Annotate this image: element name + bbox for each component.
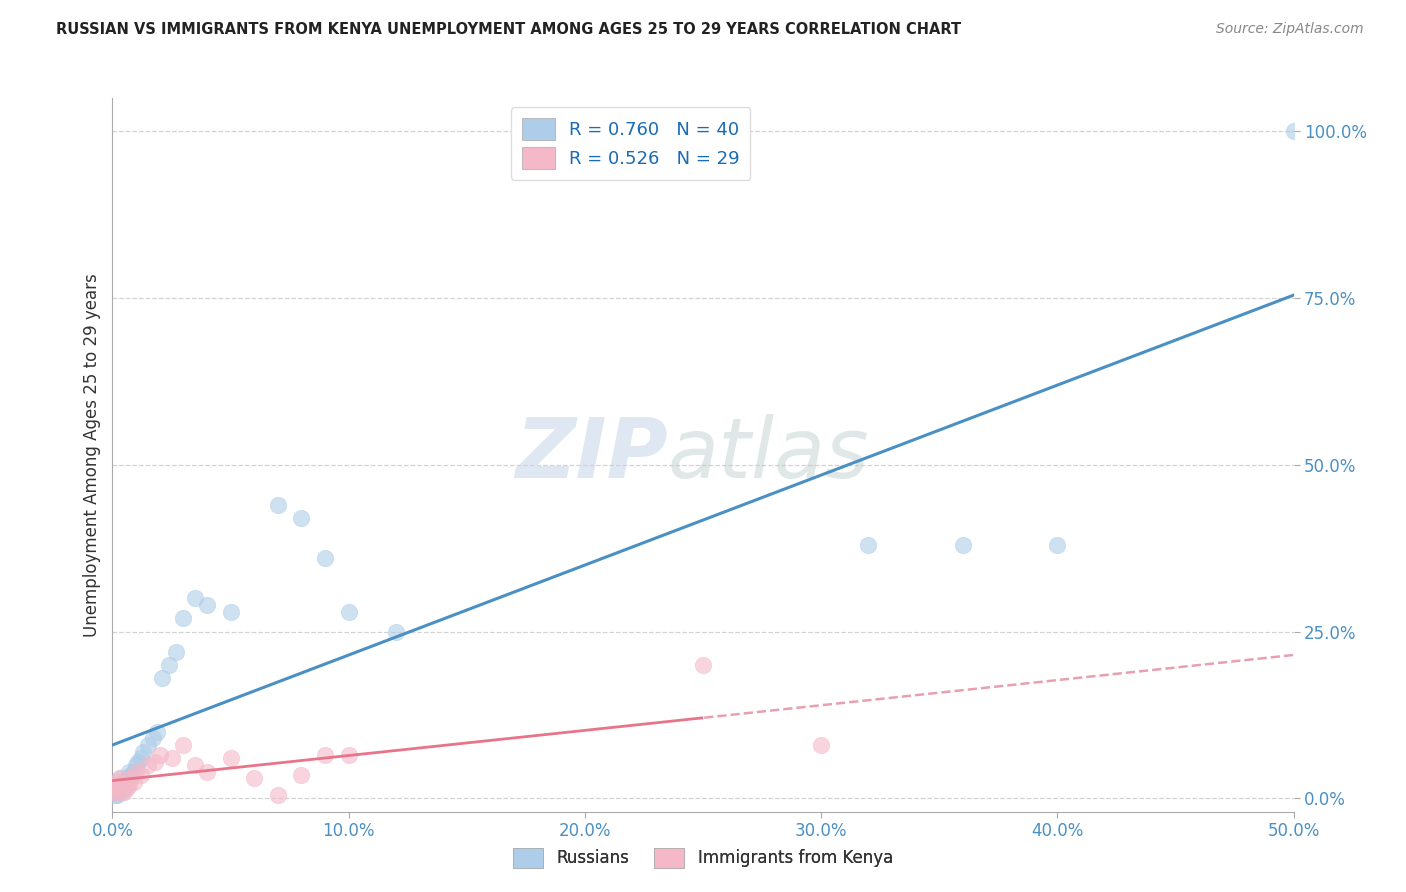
- Point: [142, 731, 165, 746]
- Point: [692, 658, 714, 673]
- Point: [1282, 124, 1305, 138]
- Point: [810, 738, 832, 752]
- Point: [111, 785, 134, 799]
- Point: [108, 781, 131, 796]
- Point: [219, 605, 242, 619]
- Point: [104, 778, 127, 792]
- Point: [195, 764, 218, 779]
- Point: [150, 671, 173, 685]
- Point: [184, 591, 207, 606]
- Point: [385, 624, 408, 639]
- Point: [267, 788, 290, 802]
- Point: [105, 785, 128, 799]
- Point: [290, 768, 312, 782]
- Point: [104, 778, 127, 792]
- Point: [1046, 538, 1069, 552]
- Point: [314, 747, 336, 762]
- Point: [105, 781, 128, 796]
- Point: [195, 598, 218, 612]
- Point: [136, 758, 159, 772]
- Point: [104, 785, 127, 799]
- Point: [143, 755, 166, 769]
- Text: atlas: atlas: [668, 415, 869, 495]
- Point: [115, 781, 138, 796]
- Point: [112, 785, 135, 799]
- Text: Source: ZipAtlas.com: Source: ZipAtlas.com: [1216, 22, 1364, 37]
- Point: [115, 778, 138, 792]
- Legend: Russians, Immigrants from Kenya: Russians, Immigrants from Kenya: [506, 841, 900, 875]
- Point: [111, 778, 134, 792]
- Point: [104, 788, 127, 802]
- Point: [122, 764, 145, 779]
- Point: [157, 658, 180, 673]
- Point: [112, 781, 135, 796]
- Point: [184, 758, 207, 772]
- Point: [108, 778, 131, 792]
- Point: [125, 758, 148, 772]
- Point: [104, 785, 127, 799]
- Point: [314, 551, 336, 566]
- Point: [337, 605, 360, 619]
- Y-axis label: Unemployment Among Ages 25 to 29 years: Unemployment Among Ages 25 to 29 years: [83, 273, 101, 637]
- Point: [337, 747, 360, 762]
- Point: [112, 774, 135, 789]
- Point: [125, 764, 148, 779]
- Point: [160, 751, 183, 765]
- Point: [136, 738, 159, 752]
- Point: [108, 772, 131, 786]
- Point: [952, 538, 974, 552]
- Point: [129, 751, 152, 765]
- Point: [127, 755, 149, 769]
- Point: [111, 778, 134, 792]
- Point: [146, 724, 169, 739]
- Text: ZIP: ZIP: [515, 415, 668, 495]
- Point: [122, 774, 145, 789]
- Point: [120, 768, 142, 782]
- Point: [105, 785, 128, 799]
- Point: [129, 768, 152, 782]
- Point: [290, 511, 312, 525]
- Point: [118, 764, 141, 779]
- Point: [105, 788, 128, 802]
- Point: [118, 778, 141, 792]
- Point: [149, 747, 172, 762]
- Point: [132, 745, 155, 759]
- Point: [108, 772, 131, 786]
- Point: [105, 774, 128, 789]
- Point: [172, 738, 194, 752]
- Point: [243, 772, 266, 786]
- Point: [219, 751, 242, 765]
- Point: [165, 645, 187, 659]
- Point: [172, 611, 194, 625]
- Point: [115, 772, 138, 786]
- Point: [120, 772, 142, 786]
- Point: [267, 498, 290, 512]
- Text: RUSSIAN VS IMMIGRANTS FROM KENYA UNEMPLOYMENT AMONG AGES 25 TO 29 YEARS CORRELAT: RUSSIAN VS IMMIGRANTS FROM KENYA UNEMPLO…: [56, 22, 962, 37]
- Point: [858, 538, 880, 552]
